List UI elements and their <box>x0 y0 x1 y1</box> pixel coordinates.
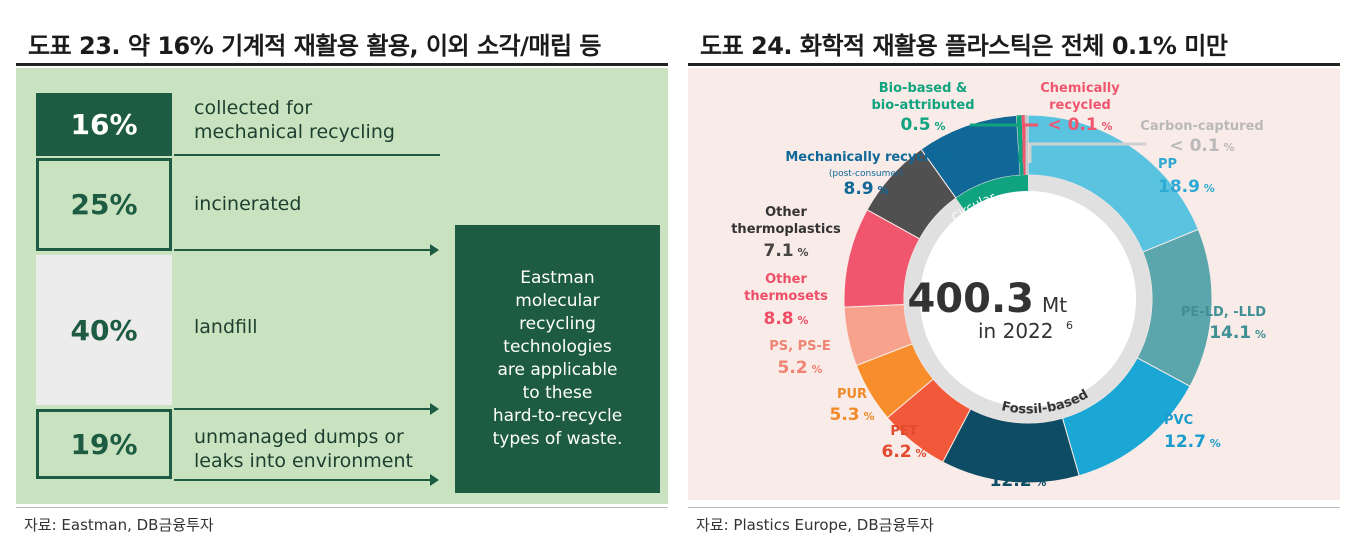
label-incinerated: incinerated <box>194 193 302 215</box>
slice-labels: PP 18.9 % PE-LD, -LLD 14.1 % PVC 12.7 % PE-HD,… <box>731 81 1266 491</box>
eastman-line: types of waste. <box>492 429 623 449</box>
slice-value-pur: 5.3 % <box>830 405 875 425</box>
eastman-line: recycling <box>519 314 596 334</box>
arrow-line-landfill <box>174 408 430 410</box>
slice-label-bio-based-bio-attributed: Bio-based & <box>879 81 968 96</box>
leader-carbon-captured <box>1028 142 1146 163</box>
pct-box-mechanical: 16% <box>36 93 172 156</box>
label-dumps-line1: unmanaged dumps or <box>194 426 404 448</box>
label-mechanical: collected for mechanical recycling <box>194 96 395 144</box>
slice-label-pe-hd-md: PE-HD, -MD <box>976 453 1060 468</box>
arrow-head-dumps <box>430 474 439 486</box>
slice-value-pp: 18.9 % <box>1158 177 1215 197</box>
waste-fate-panel: 16% collected for mechanical recycling 2… <box>16 68 668 504</box>
slice-label-other-thermoplastics: thermoplastics <box>731 222 841 237</box>
slice-value-pvc: 12.7 % <box>1164 432 1221 452</box>
slice-value-pet: 6.2 % <box>882 442 927 462</box>
slice-label-pet: PET <box>890 424 917 439</box>
slice-label-mechanically-recycled-post-consumer: Mechanically recycled <box>785 150 946 165</box>
label-mechanical-line1: collected for <box>194 97 313 119</box>
label-dumps: unmanaged dumps or leaks into environmen… <box>194 425 413 473</box>
slice-label-pp: PP <box>1158 157 1177 172</box>
slice-label-other-thermosets: thermosets <box>744 289 828 304</box>
arrow-line-dumps <box>174 479 430 481</box>
plastics-donut-chart: Circular Fossil-based 400.3 Mt in 2022 6… <box>731 81 1266 491</box>
eastman-line: to these <box>522 383 593 403</box>
slice-value-chemically-recycled: < 0.1 % <box>1047 115 1112 135</box>
slice-value-bio-based-bio-attributed: 0.5 % <box>901 115 946 135</box>
slice-value-other-thermoplastics: 7.1 % <box>764 241 809 261</box>
label-mechanical-line2: mechanical recycling <box>194 121 395 143</box>
slice-label-chemically-recycled: recycled <box>1049 98 1111 113</box>
leader-chemically-recycled <box>1022 123 1038 163</box>
figure-24-title: 도표 24. 화학적 재활용 플라스틱은 전체 0.1% 미만 <box>700 32 1228 60</box>
source-rule-left <box>16 507 668 508</box>
center-total-value: 400.3 <box>907 276 1034 322</box>
slice-label-bio-based-bio-attributed: bio-attributed <box>871 98 974 113</box>
eastman-line: hard-to-recycle <box>492 406 623 426</box>
slice-label-chemically-recycled: Chemically <box>1040 81 1120 96</box>
source-right: 자료: Plastics Europe, DB금융투자 <box>696 516 934 534</box>
arrow-head-incinerated <box>430 244 439 256</box>
label-dumps-line2: leaks into environment <box>194 450 413 472</box>
label-landfill: landfill <box>194 316 258 338</box>
slice-value-pe-ld-lld: 14.1 % <box>1209 323 1266 343</box>
eastman-line: Eastman <box>520 268 595 288</box>
title-rule-right <box>688 63 1340 66</box>
slice-label-other-thermosets: Other <box>765 272 807 287</box>
figure-23-title: 도표 23. 약 16% 기계적 재활용 활용, 이외 소각/매립 등 <box>28 32 601 60</box>
slice-label-pur: PUR <box>837 387 867 402</box>
callout-leaders <box>970 123 1146 163</box>
plastics-production-panel: Circular Fossil-based 400.3 Mt in 2022 6… <box>688 68 1340 500</box>
slice-value-carbon-captured: < 0.1 % <box>1169 136 1234 156</box>
circular-band <box>955 175 1028 212</box>
donut-slices <box>843 114 1213 484</box>
slice-sublabel-mechanically-recycled-post-consumer: (post-consumer) <box>829 169 903 179</box>
slice-carbon-captured <box>1024 115 1028 176</box>
eastman-line: molecular <box>515 291 600 311</box>
eastman-line: are applicable <box>497 360 618 380</box>
center-footnote: 6 <box>1066 319 1073 332</box>
slice-label-pe-ld-lld: PE-LD, -LLD <box>1181 305 1266 320</box>
slice-label-other-thermoplastics: Other <box>765 205 807 220</box>
pct-box-dumps: 19% <box>36 409 172 479</box>
slice-label-carbon-captured: Carbon-captured <box>1140 119 1263 134</box>
slice-value-pe-hd-md: 12.2 % <box>990 471 1047 491</box>
eastman-callout: Eastman molecular recycling technologies… <box>455 225 660 493</box>
source-rule-right <box>688 507 1340 508</box>
center-total-unit: Mt <box>1042 293 1067 317</box>
slice-value-ps-ps-e: 5.2 % <box>778 358 823 378</box>
pct-box-landfill: 40% <box>36 255 172 405</box>
title-rule-left <box>16 63 668 66</box>
arrow-line-incinerated <box>174 249 430 251</box>
source-left: 자료: Eastman, DB금융투자 <box>24 516 214 534</box>
eastman-line: technologies <box>503 337 612 357</box>
pct-box-incinerated: 25% <box>36 158 172 251</box>
donut-center <box>920 191 1136 407</box>
slice-label-pvc: PVC <box>1164 413 1193 428</box>
arrow-head-landfill <box>430 403 439 415</box>
divider-line <box>174 154 440 156</box>
slice-value-mechanically-recycled-post-consumer: 8.9 % <box>844 179 889 199</box>
slice-label-ps-ps-e: PS, PS-E <box>769 339 831 354</box>
leader-bio-based <box>970 123 1022 163</box>
center-year: in 2022 <box>978 319 1054 343</box>
slice-value-other-thermosets: 8.8 % <box>764 309 809 329</box>
